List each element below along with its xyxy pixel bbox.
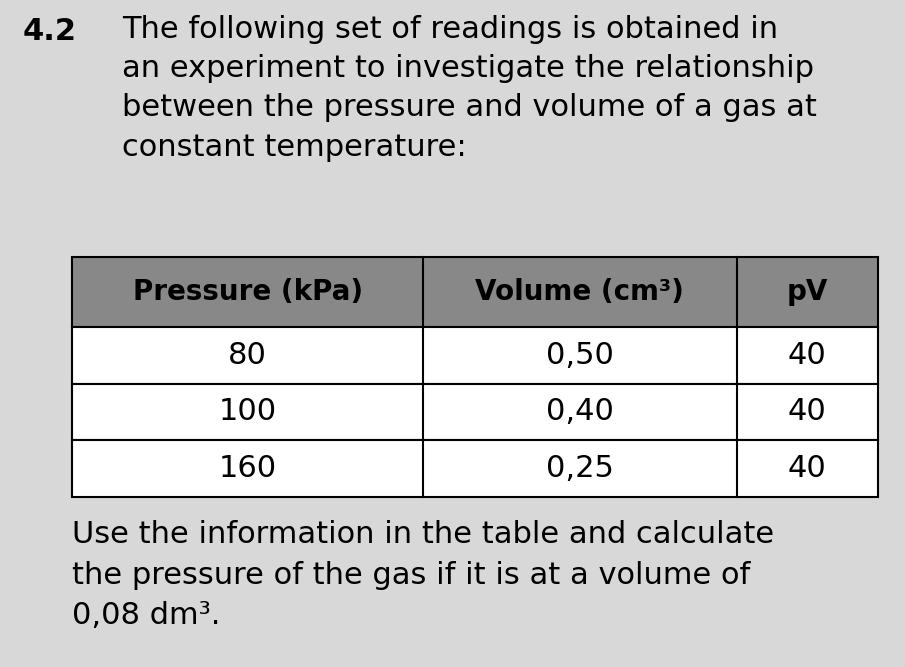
Bar <box>72 257 878 327</box>
Text: 0,50: 0,50 <box>546 341 614 370</box>
Text: Volume (cm³): Volume (cm³) <box>475 278 684 305</box>
Text: 0,25: 0,25 <box>546 454 614 483</box>
Text: 100: 100 <box>218 398 277 426</box>
Bar <box>72 384 878 440</box>
Text: 40: 40 <box>788 454 827 483</box>
Text: 0,40: 0,40 <box>546 398 614 426</box>
Text: Pressure (kPa): Pressure (kPa) <box>132 278 363 305</box>
Text: 40: 40 <box>788 341 827 370</box>
Text: 4.2: 4.2 <box>23 17 77 45</box>
Bar <box>72 440 878 497</box>
Text: pV: pV <box>786 278 828 305</box>
Bar <box>72 327 878 384</box>
Text: 160: 160 <box>218 454 277 483</box>
Text: 80: 80 <box>228 341 267 370</box>
Text: The following set of readings is obtained in
an experiment to investigate the re: The following set of readings is obtaine… <box>122 15 817 161</box>
Text: 40: 40 <box>788 398 827 426</box>
Text: Use the information in the table and calculate
the pressure of the gas if it is : Use the information in the table and cal… <box>72 520 775 630</box>
